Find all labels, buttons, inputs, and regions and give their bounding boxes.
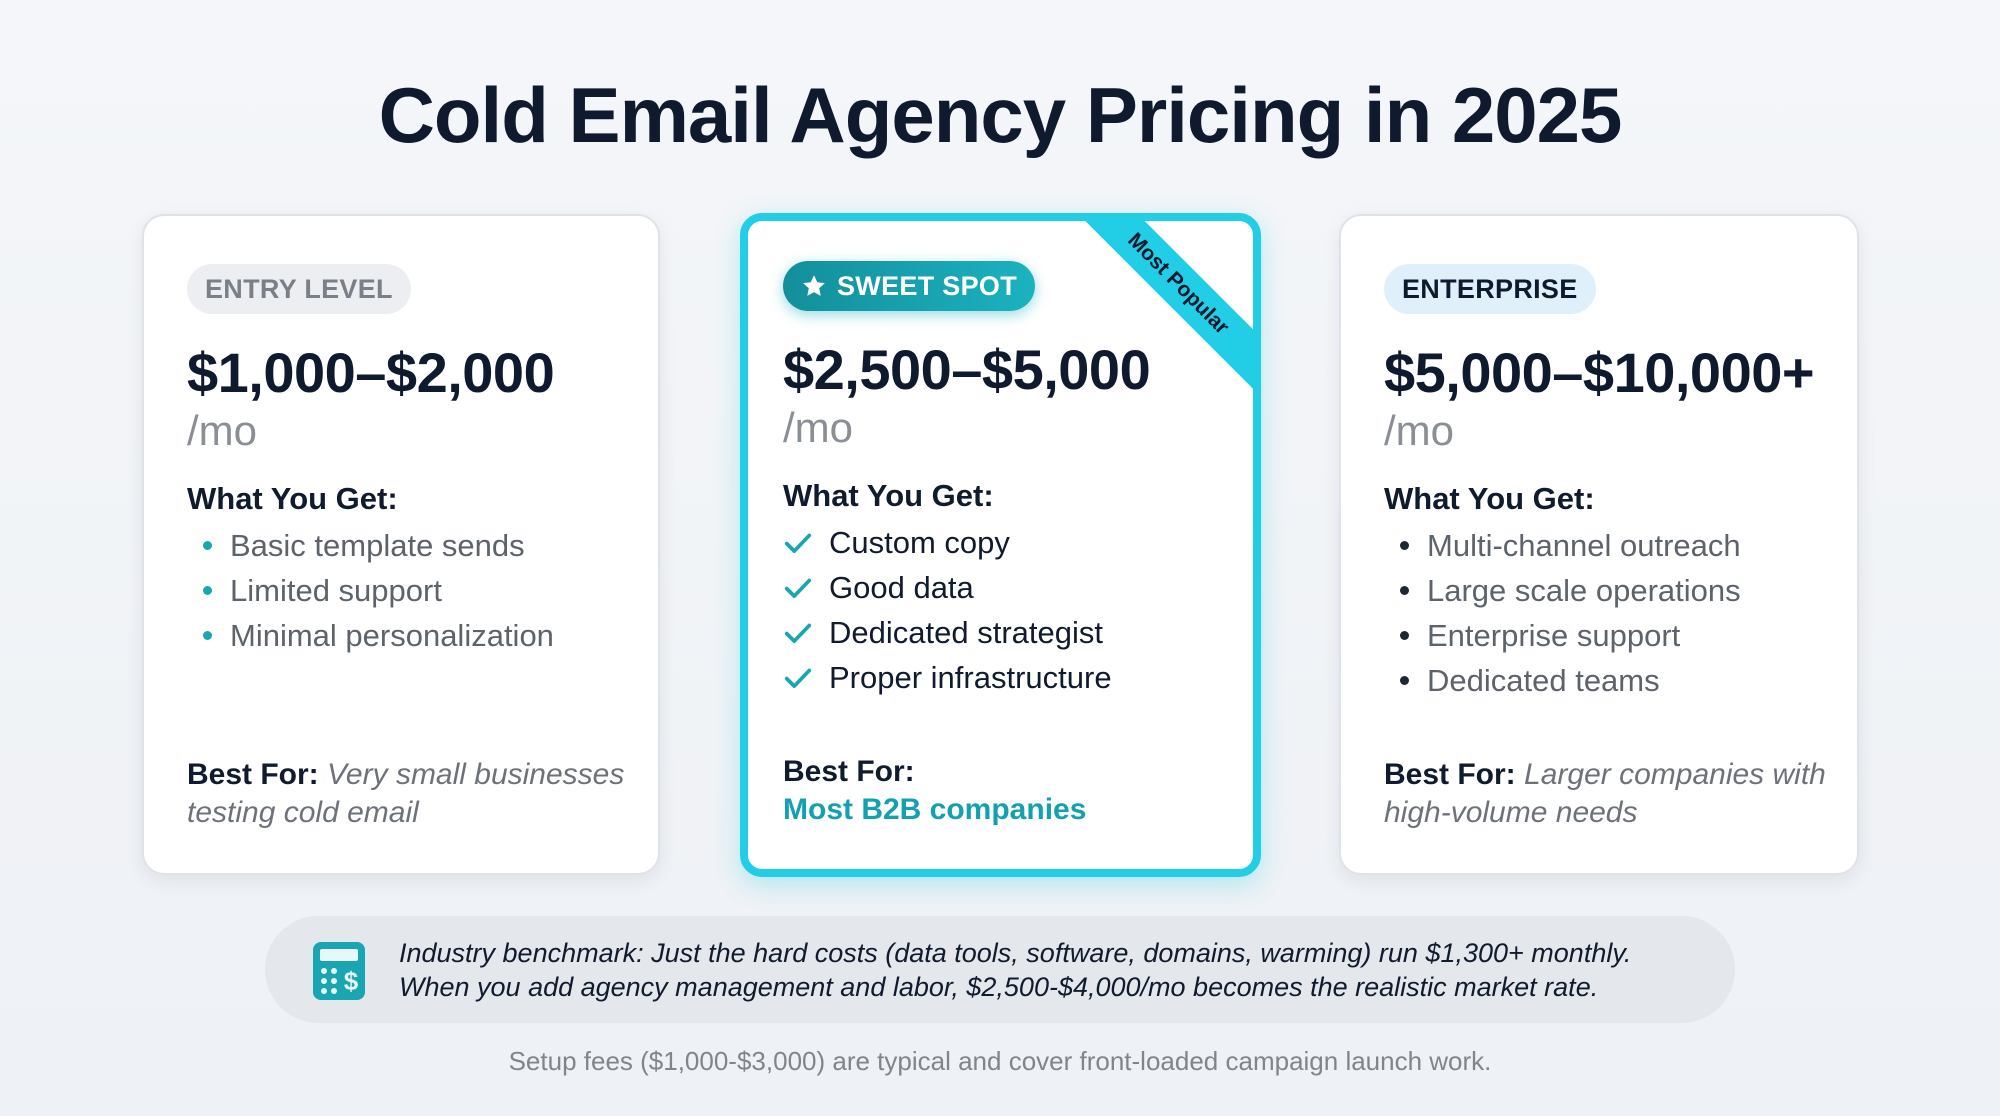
bullet [1400,586,1409,595]
feature: Basic template sends [187,523,638,568]
bullet [203,586,212,595]
best-for-text: Very small businesses testing cold email [187,758,625,829]
period: /mo [783,404,854,451]
badge-text: SWEET SPOT [837,270,1018,301]
price: $1,000–$2,000 [187,341,555,404]
period: /mo [187,407,258,454]
icon [784,578,812,598]
feature-text: Dedicated teams [1427,663,1660,698]
price: $2,500–$5,000 [783,338,1151,401]
feature-list: Multi-channel outreach Large scale operat… [1384,523,1837,703]
feature-text: Large scale operations [1427,573,1741,608]
feature-list: Basic template sends Limited support Minim… [187,523,638,658]
best-for: Best For: Very small businesses testing … [187,756,638,832]
best-for: Best For: Larger companies with high-vol… [1384,756,1837,832]
icon [803,275,825,296]
features-heading: What You Get: [187,481,398,516]
benchmark-line: Industry benchmark: Just the hard costs … [399,938,1632,968]
icon [784,623,812,643]
feature: Limited support [187,568,638,613]
pricing-card: Most Popular SWEET SPOT $2,500–$5,000/mo Wh… [740,213,1261,877]
bullet [1400,676,1409,685]
bullet [1400,541,1409,550]
feature: Proper infrastructure [783,655,1233,700]
feature-text: Custom copy [829,525,1010,560]
best-for-label: Best For: [187,758,319,791]
feature: Good data [783,565,1233,610]
feature-text: Enterprise support [1427,618,1681,653]
badge-text: ENTRY LEVEL [205,273,393,304]
badge: SWEET SPOT [783,261,1036,311]
footnote: Setup fees ($1,000-$3,000) are typical a… [508,1046,1492,1076]
price: $5,000–$10,000+ [1384,341,1815,404]
feature: Large scale operations [1384,568,1837,613]
feature: Enterprise support [1384,613,1837,658]
calculator-icon: $ [313,942,365,1000]
feature: Multi-channel outreach [1384,523,1837,568]
badge-text: ENTERPRISE [1402,273,1578,304]
best-for-text: Larger companies with high-volume needs [1384,758,1826,829]
feature-text: Multi-channel outreach [1427,528,1741,563]
card-content: ENTERPRISE $5,000–$10,000+/mo What You Get… [1384,264,1837,703]
feature: Dedicated teams [1384,658,1837,703]
icon [784,533,812,553]
benchmark-line: When you add agency management and labor… [399,972,1599,1002]
feature-text: Dedicated strategist [829,615,1103,650]
best-for-text: Most B2B companies [783,793,1087,826]
pricing-card: ENTRY LEVEL $1,000–$2,000/mo What You Get:… [142,214,660,875]
feature-text: Good data [829,570,974,605]
feature: Custom copy [783,520,1233,565]
benchmark-text: Industry benchmark: Just the hard costs … [399,936,1631,1004]
feature-text: Proper infrastructure [829,660,1112,695]
bullet [203,541,212,550]
card-content: SWEET SPOT $2,500–$5,000/mo What You Get: C… [783,261,1233,700]
feature: Minimal personalization [187,613,638,658]
feature: Dedicated strategist [783,610,1233,655]
icon [784,668,812,688]
feature-text: Minimal personalization [230,618,554,653]
pricing-card: ENTERPRISE $5,000–$10,000+/mo What You Get… [1339,214,1859,875]
features-heading: What You Get: [783,478,994,513]
best-for-label: Best For: [783,755,915,788]
benchmark: $ Industry benchmark: Just the hard cost… [265,916,1735,1023]
features-heading: What You Get: [1384,481,1595,516]
svg-text:$: $ [344,966,359,996]
best-for: Best For: Most B2B companies [783,753,1233,829]
bullet [203,631,212,640]
feature-text: Limited support [230,573,442,608]
period: /mo [1384,407,1455,454]
badge: ENTERPRISE [1384,264,1596,314]
feature-list: Custom copy Good data Dedicated strategist… [783,520,1233,700]
title: Cold Email Agency Pricing in 2025 [378,71,1623,159]
card-content: ENTRY LEVEL $1,000–$2,000/mo What You Get:… [187,264,638,658]
bullet [1400,631,1409,640]
badge: ENTRY LEVEL [187,264,411,314]
feature-text: Basic template sends [230,528,525,563]
best-for-label: Best For: [1384,758,1516,791]
